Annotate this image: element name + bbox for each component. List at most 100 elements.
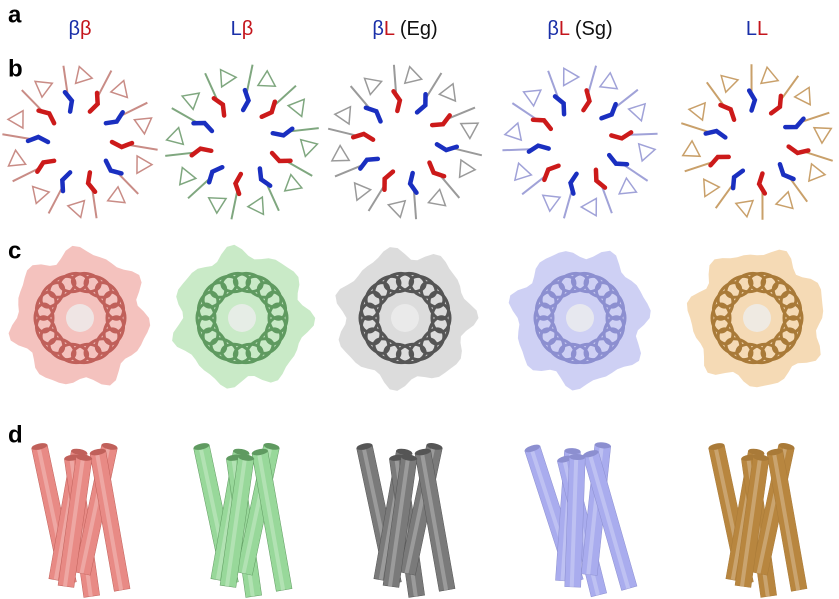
ring-group: [720, 74, 740, 94]
ring-group: [246, 195, 265, 216]
backbone-stick: [427, 160, 447, 179]
helix-turn: [70, 342, 102, 365]
backbone-stick: [708, 154, 731, 168]
helix-turn: [430, 302, 452, 334]
helix-turn: [547, 337, 577, 362]
ring-group: [541, 194, 562, 213]
helix-turn: [771, 281, 798, 309]
helix-turn: [408, 274, 438, 299]
cylinder-cap: [251, 448, 268, 456]
ring-group: [31, 185, 51, 205]
column-label: LL: [746, 18, 768, 40]
helix-turn: [735, 342, 767, 365]
ring-group: [207, 196, 228, 215]
helix-turn: [395, 342, 427, 365]
cylinder-cap: [524, 444, 541, 453]
helix-turn: [34, 290, 58, 321]
helix-turn: [47, 337, 77, 362]
ring-group: [6, 109, 24, 130]
cylinder-cap: [594, 442, 611, 449]
panel-label: a: [8, 1, 22, 28]
ring-group: [681, 139, 702, 158]
helix-turn: [232, 271, 264, 294]
helix-turn: [201, 327, 228, 355]
helix-turn: [779, 315, 803, 346]
label-part: L: [757, 18, 768, 40]
surface-model: [508, 250, 651, 391]
backbone-stick: [270, 126, 295, 138]
helix-turn: [39, 327, 66, 355]
ring-group: [66, 199, 86, 219]
backbone-stick: [609, 130, 634, 141]
ring-group: [386, 199, 407, 219]
ring-group: [353, 181, 373, 202]
column-label: Lβ: [231, 18, 254, 40]
cylinder-shine: [419, 451, 449, 591]
cylinder-cap: [233, 448, 250, 456]
helix-turn: [782, 302, 804, 334]
backbone-stick: [103, 158, 124, 176]
helix-turn: [267, 302, 289, 334]
helix-cylinder: [734, 454, 770, 588]
backbone-stick: [103, 110, 125, 126]
helix-turn: [710, 302, 732, 334]
helix-turn: [220, 342, 252, 365]
helix-turn: [94, 281, 121, 309]
backbone-stick: [358, 156, 381, 171]
label-part: L: [384, 18, 395, 40]
helix-turn: [419, 281, 446, 309]
helix-turn: [47, 274, 77, 299]
ring-group: [299, 138, 319, 158]
helix-turn: [724, 274, 754, 299]
helix-cylinder: [219, 454, 255, 588]
ring-group: [219, 68, 238, 89]
ring-group: [437, 82, 457, 103]
cylinder-cap: [401, 454, 417, 461]
helix-turn: [735, 271, 767, 294]
surface-model: [172, 244, 316, 389]
cylinder-shine: [387, 457, 411, 587]
helix-turn: [408, 337, 438, 362]
helix-turn: [716, 327, 743, 355]
cylinder-cap: [76, 454, 92, 461]
helix-turn: [383, 342, 415, 365]
cylinder-model: [31, 443, 131, 598]
helix-turn: [232, 342, 264, 365]
backbone-stick: [434, 142, 460, 153]
label-part: β: [372, 18, 384, 40]
helix-turn: [102, 290, 126, 321]
cylinder-cap: [426, 443, 443, 450]
helix-turn: [539, 281, 566, 309]
surface-model: [686, 249, 824, 388]
backbone-stick: [599, 101, 618, 121]
ring-group: [503, 121, 523, 142]
helix-turn: [364, 281, 391, 309]
backbone-stick: [568, 171, 579, 196]
helix-turn: [256, 281, 283, 309]
label-part: β: [547, 18, 559, 40]
cylinder-cap: [753, 454, 769, 461]
helix-turn: [419, 327, 446, 355]
helix-turn: [39, 281, 66, 309]
ring-group: [513, 161, 533, 182]
helix-turn: [245, 337, 275, 362]
helix-turn: [533, 302, 555, 334]
helix-cylinder: [382, 454, 418, 588]
ring-group: [256, 69, 277, 88]
backbone-stick: [269, 150, 293, 164]
helix-turn: [771, 327, 798, 355]
cylinder-shine: [256, 451, 286, 591]
helix-turn: [711, 315, 735, 346]
helix-turn: [70, 271, 102, 294]
helix-turn: [264, 315, 288, 346]
helix-turn: [539, 327, 566, 355]
cylinder-cap: [71, 448, 88, 456]
pore: [743, 304, 771, 332]
helix-cylinder: [89, 448, 131, 592]
ring-group: [178, 166, 198, 186]
backbone-stick: [240, 87, 251, 113]
helix-turn: [359, 290, 383, 321]
backbone-stick: [526, 143, 551, 154]
backbone-stick: [777, 162, 796, 182]
cylinder-cap: [748, 448, 765, 456]
